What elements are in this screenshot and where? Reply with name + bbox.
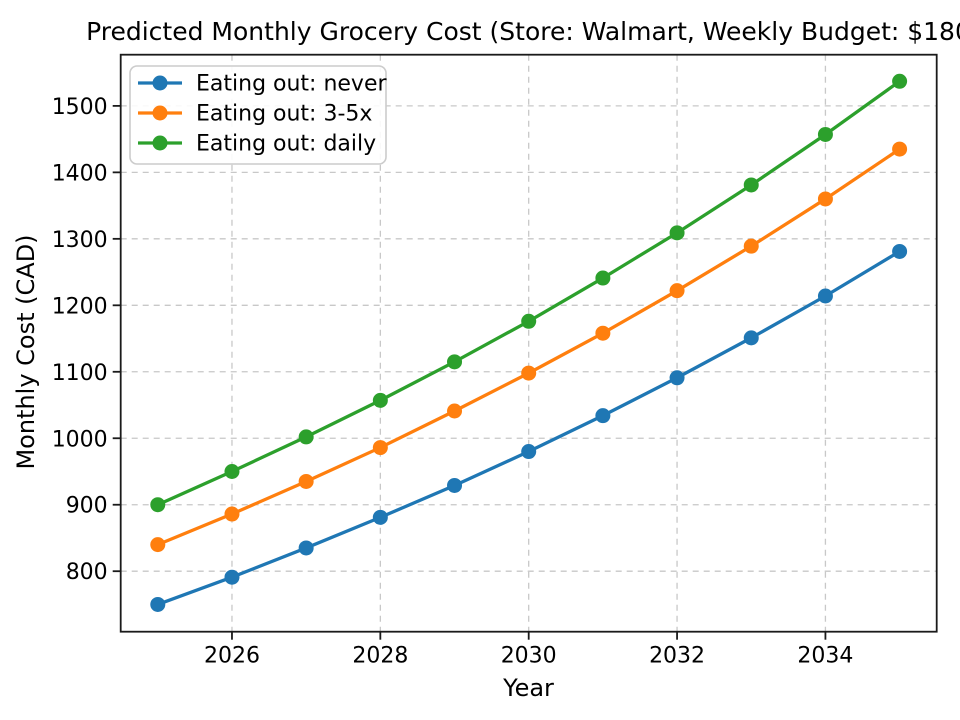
data-point [150,497,166,513]
data-point [298,540,314,556]
data-point [892,141,908,157]
data-point [521,365,537,381]
data-point [150,537,166,553]
legend-label: Eating out: daily [196,132,376,157]
data-point [224,569,240,585]
data-point [224,463,240,479]
legend-label: Eating out: never [196,72,387,97]
chart-title: Predicted Monthly Grocery Cost (Store: W… [86,17,960,46]
x-tick-label: 2032 [649,644,705,669]
y-tick-label: 800 [66,560,108,585]
legend-sample-marker [152,105,168,121]
data-point [817,126,833,142]
x-tick-label: 2028 [352,644,408,669]
legend: Eating out: never Eating out: 3-5x Eating … [129,65,387,165]
axis-ticks: 800 900 1000 1100 1200 1300 1400 1500 2026 2028 20… [52,95,854,669]
legend-sample-marker [152,135,168,151]
legend-box [129,65,387,165]
data-point [521,444,537,460]
data-point [817,288,833,304]
y-tick-label: 900 [66,494,108,519]
x-tick-label: 2026 [204,644,260,669]
x-axis-label: Year [502,674,554,702]
data-point [595,270,611,286]
data-point [892,243,908,259]
data-point [150,596,166,612]
x-tick-label: 2034 [797,644,853,669]
legend-label: Eating out: 3-5x [196,102,372,127]
data-point [595,325,611,341]
data-point [298,429,314,445]
data-point [521,313,537,329]
data-point [669,225,685,241]
data-point [669,370,685,386]
data-point [372,392,388,408]
data-point [743,238,759,254]
data-point [447,354,463,370]
data-point [447,403,463,419]
y-tick-label: 1500 [52,95,108,120]
y-tick-label: 1300 [52,228,108,253]
data-point [892,73,908,89]
y-tick-label: 1100 [52,361,108,386]
y-tick-label: 1400 [52,161,108,186]
x-tick-label: 2030 [501,644,557,669]
series-0 [150,243,908,612]
series-2 [150,73,908,513]
data-point [817,191,833,207]
data-point [372,440,388,456]
data-point [743,177,759,193]
gridlines [120,54,937,632]
data-point [298,473,314,489]
y-tick-label: 1000 [52,427,108,452]
data-point [669,283,685,299]
data-point [595,408,611,424]
legend-sample-marker [152,75,168,91]
data-series [150,73,908,612]
y-axis-label: Monthly Cost (CAD) [12,234,40,469]
data-point [224,506,240,522]
y-tick-label: 1200 [52,294,108,319]
series-1 [150,141,908,553]
data-point [447,477,463,493]
data-point [372,509,388,525]
data-point [743,330,759,346]
